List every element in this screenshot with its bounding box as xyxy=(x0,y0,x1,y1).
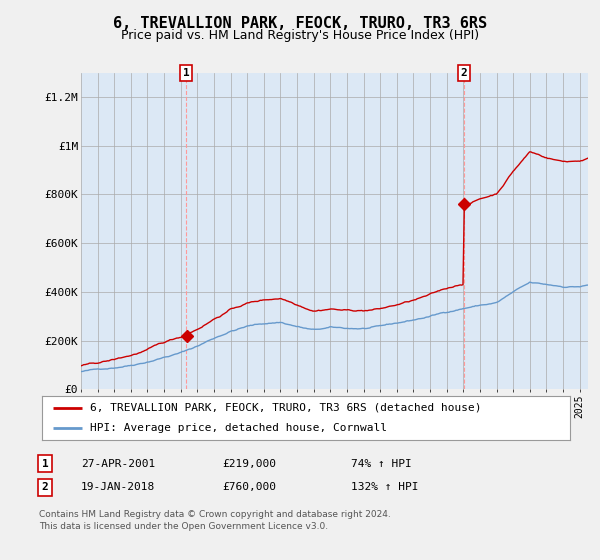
Text: 27-APR-2001: 27-APR-2001 xyxy=(81,459,155,469)
Text: 132% ↑ HPI: 132% ↑ HPI xyxy=(351,482,419,492)
Text: 1: 1 xyxy=(41,459,49,469)
Text: 19-JAN-2018: 19-JAN-2018 xyxy=(81,482,155,492)
Text: £760,000: £760,000 xyxy=(222,482,276,492)
Text: This data is licensed under the Open Government Licence v3.0.: This data is licensed under the Open Gov… xyxy=(39,522,328,531)
Text: Contains HM Land Registry data © Crown copyright and database right 2024.: Contains HM Land Registry data © Crown c… xyxy=(39,510,391,519)
Text: £219,000: £219,000 xyxy=(222,459,276,469)
Text: 2: 2 xyxy=(41,482,49,492)
Text: Price paid vs. HM Land Registry's House Price Index (HPI): Price paid vs. HM Land Registry's House … xyxy=(121,29,479,42)
Text: 74% ↑ HPI: 74% ↑ HPI xyxy=(351,459,412,469)
Text: 6, TREVALLION PARK, FEOCK, TRURO, TR3 6RS (detached house): 6, TREVALLION PARK, FEOCK, TRURO, TR3 6R… xyxy=(89,403,481,413)
Text: 6, TREVALLION PARK, FEOCK, TRURO, TR3 6RS: 6, TREVALLION PARK, FEOCK, TRURO, TR3 6R… xyxy=(113,16,487,31)
Text: 1: 1 xyxy=(182,68,190,78)
Text: 2: 2 xyxy=(461,68,467,78)
Text: HPI: Average price, detached house, Cornwall: HPI: Average price, detached house, Corn… xyxy=(89,423,386,433)
